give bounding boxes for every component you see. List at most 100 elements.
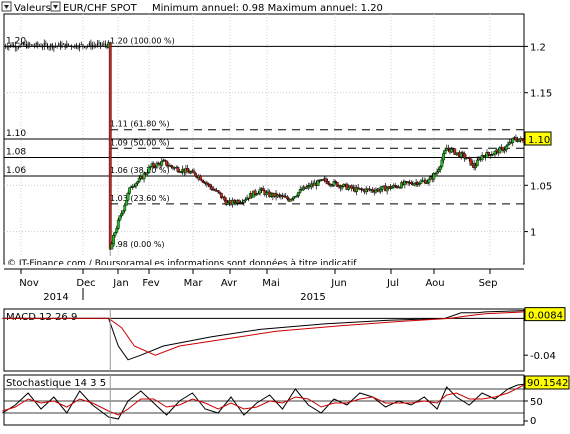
- x-month-label: Dec: [76, 278, 95, 289]
- candle-body: [316, 180, 320, 187]
- candle-body: [160, 161, 164, 166]
- candle-body: [342, 183, 346, 187]
- candle-body: [517, 139, 521, 142]
- candle-body: [210, 186, 214, 190]
- candle-body: [446, 148, 450, 150]
- candle-body: [261, 188, 265, 192]
- candle-body: [112, 235, 115, 244]
- candle-body: [450, 148, 453, 153]
- x-axis-band: [4, 265, 524, 301]
- macd-series-line: [2, 311, 525, 356]
- candle-body: [503, 149, 507, 152]
- candle-body: [79, 43, 81, 49]
- candle-body: [95, 45, 97, 47]
- candle-body: [59, 43, 61, 48]
- candle-body: [194, 172, 197, 177]
- candle-body: [170, 165, 173, 168]
- candle-body: [223, 196, 226, 201]
- fibonacci-label: 1.20 (100.00 %): [110, 36, 175, 45]
- copyright-note: © IT-Finance.com / BoursoramaLes informa…: [7, 258, 357, 269]
- candle-body: [147, 166, 151, 173]
- candle-body: [208, 184, 212, 188]
- candle-body: [293, 196, 297, 198]
- candle-body: [244, 199, 247, 201]
- candle-body: [113, 232, 117, 236]
- candle-body: [66, 43, 68, 48]
- level-label: 1.20: [6, 36, 26, 46]
- candle-body: [487, 152, 490, 155]
- candle-body: [179, 171, 183, 174]
- candle-body: [104, 43, 106, 46]
- candle-body: [218, 191, 222, 194]
- macd-value-label: 0.0084: [528, 311, 563, 322]
- candle-body: [463, 153, 466, 159]
- stochastic-panel-frame: [3, 374, 525, 426]
- candle-body: [13, 45, 15, 47]
- candle-body: [14, 45, 16, 48]
- valeurs-menu[interactable]: Valeurs: [14, 3, 51, 14]
- candle-body: [189, 171, 193, 174]
- candle-body: [110, 243, 114, 250]
- chevron-down-icon: [53, 5, 58, 9]
- candle-body: [498, 147, 502, 154]
- candle-body: [242, 200, 246, 203]
- candle-body: [3, 45, 5, 47]
- fibonacci-label: 0.98 (0.00 %): [110, 240, 165, 249]
- candle-body: [29, 43, 31, 45]
- candle-body: [492, 153, 495, 156]
- candle-body: [282, 195, 286, 198]
- candle-body: [475, 159, 479, 167]
- candle-body: [152, 163, 156, 167]
- candle-body: [67, 43, 69, 46]
- candle-body: [520, 138, 524, 141]
- candle-body: [442, 153, 445, 161]
- candle-body: [472, 163, 476, 168]
- candle-body: [53, 45, 55, 49]
- candle-body: [426, 182, 429, 184]
- candle-body: [90, 42, 92, 48]
- candle-body: [40, 45, 42, 47]
- candle-body: [27, 43, 29, 48]
- y-tick-label: 1: [530, 228, 536, 239]
- candle-body: [115, 228, 119, 233]
- candle-body: [409, 182, 413, 185]
- candle-body: [163, 159, 167, 162]
- candle-body: [108, 42, 112, 250]
- candle-body: [32, 44, 34, 46]
- stochastic-value-label: 90.1542: [527, 378, 568, 389]
- candle-body: [438, 166, 442, 170]
- candle-body: [48, 47, 50, 49]
- candle-body: [504, 145, 508, 150]
- stochastic-series-line: [2, 384, 525, 416]
- candle-body: [92, 45, 94, 48]
- candle-body: [258, 189, 262, 194]
- candle-body: [321, 179, 325, 181]
- candle-body: [46, 44, 48, 49]
- candle-body: [98, 42, 100, 44]
- candle-body: [101, 44, 103, 46]
- candle-body: [83, 46, 85, 48]
- candle-body: [406, 181, 410, 183]
- candle-body: [298, 188, 302, 193]
- fibonacci-label: 1.09 (50.00 %): [110, 138, 170, 147]
- candle-body: [118, 215, 122, 221]
- candle-body: [51, 44, 53, 49]
- candle-body: [64, 43, 66, 48]
- x-month-label: Jul: [386, 278, 399, 289]
- candle-body: [480, 155, 484, 161]
- level-label: 1.10: [6, 129, 26, 139]
- candle-body: [219, 192, 223, 198]
- x-month-label: Mai: [262, 278, 280, 289]
- macd-tick-label: -0.04: [530, 351, 556, 362]
- candle-body: [371, 189, 375, 192]
- candle-body: [77, 47, 79, 49]
- x-month-label: Fev: [142, 278, 159, 289]
- candle-body: [176, 167, 180, 172]
- symbol-label[interactable]: EUR/CHF SPOT: [63, 3, 138, 14]
- candle-body: [256, 192, 260, 195]
- candle-body: [56, 45, 58, 47]
- candle-body: [427, 179, 431, 183]
- macd-series-line: [2, 310, 525, 361]
- candle-body: [8, 45, 10, 48]
- candle-body: [124, 199, 128, 206]
